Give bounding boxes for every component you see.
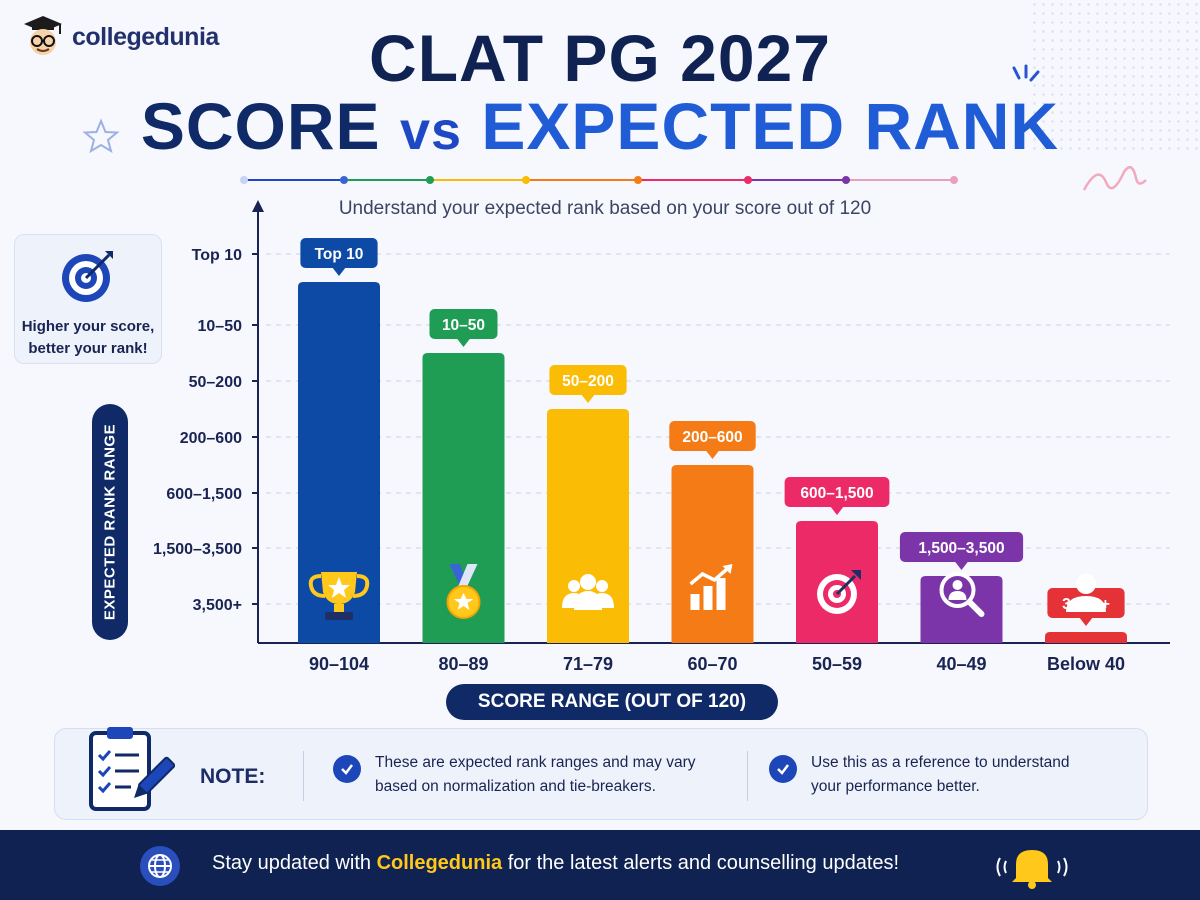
trophy-icon [308,572,370,620]
footer-text-before: Stay updated with [212,852,377,874]
bar-value-label: 10–50 [429,309,498,347]
mascot-icon [24,16,62,55]
group-icon [562,574,614,610]
page-title: CLAT PG 2027 [369,21,831,95]
title-vs: vs [399,101,463,161]
x-tick-label: 71–79 [563,654,613,674]
growth-chart-icon [689,564,733,610]
target-icon [817,570,861,614]
footer-banner: Stay updated with Collegedunia for the l… [0,830,1200,900]
y-axis-arrow [252,200,264,212]
check-icon [769,755,797,783]
hint-line2: better your rank! [28,340,148,357]
title-score: SCORE [140,89,381,163]
page-title-line2: SCORE vs EXPECTED RANK [0,88,1200,164]
check-icon [333,755,361,783]
note-item-1: These are expected rank ranges and may v… [333,751,696,799]
spark-icon [1012,64,1040,82]
y-axis-title-text: EXPECTED RANK RANGE [101,423,119,621]
y-tick-label: 3,500+ [193,597,242,614]
bar-value-label: Top 10 [300,238,378,276]
medal-icon [446,564,481,619]
y-tick-label: 600–1,500 [166,486,242,503]
note-label: NOTE: [200,765,266,788]
bar [671,465,754,643]
target-icon [62,251,113,302]
x-tick-label: 90–104 [309,654,369,674]
brand-name: collegedunia [72,22,219,51]
svg-text:1,500–3,500: 1,500–3,500 [918,540,1004,557]
brand-logo[interactable]: collegedunia [22,14,219,60]
y-tick-label: 50–200 [189,374,242,391]
note-item-1-line1: These are expected rank ranges and may v… [375,754,696,771]
x-tick-label: 80–89 [438,654,488,674]
note-panel: NOTE: These are expected rank ranges and… [54,727,1148,820]
y-tick-label: 10–50 [198,318,243,335]
note-item-2-line2: your performance better. [811,778,980,795]
bar-value-label: 200–600 [669,421,756,459]
note-separator [747,751,748,801]
x-axis-title: SCORE RANGE (OUT OF 120) [446,684,778,720]
note-item-2-line1: Use this as a reference to understand [811,754,1070,771]
bell-icon[interactable] [992,844,1072,890]
globe-icon [140,846,180,886]
note-separator [303,751,304,801]
title-expected-rank: EXPECTED RANK [481,89,1060,163]
svg-text:200–600: 200–600 [682,429,742,446]
chart-subtitle: Understand your expected rank based on y… [338,198,872,219]
clipboard-icon [89,727,175,811]
note-item-2: Use this as a reference to understand yo… [769,751,1069,799]
color-divider [240,176,958,184]
bar [298,282,380,643]
svg-text:10–50: 10–50 [442,317,485,334]
y-tick-label: Top 10 [192,247,242,264]
footer-text: Stay updated with Collegedunia for the l… [212,852,899,875]
footer-text-after: for the latest alerts and counselling up… [502,852,900,874]
score-rank-chart: Top 10 10–50 50–200 200–600 600–1,500 1,500–3… [153,200,1170,674]
note-item-1-line2: based on normalization and tie-breakers. [375,778,656,795]
y-tick-label: 1,500–3,500 [153,541,242,558]
squiggle-icon [1082,165,1147,191]
x-tick-label: Below 40 [1047,654,1125,674]
footer-brand-link[interactable]: Collegedunia [376,852,503,874]
bar [547,409,629,643]
svg-text:50–200: 50–200 [562,373,614,390]
svg-text:600–1,500: 600–1,500 [800,485,873,502]
x-tick-label: 40–49 [936,654,986,674]
x-tick-label: 50–59 [812,654,862,674]
bar-value-label: 600–1,500 [784,477,890,515]
bar [1045,632,1127,643]
x-tick-label: 60–70 [687,654,737,674]
search-user-icon [939,572,985,617]
user-icon [1066,574,1106,612]
star-icon [82,118,120,154]
bar [422,353,505,643]
y-tick-label: 200–600 [180,430,242,447]
y-axis-title: EXPECTED RANK RANGE [92,404,128,640]
hint-line1: Higher your score, [21,318,155,335]
bar-value-label: 1,500–3,500 [899,532,1024,570]
svg-text:Top 10: Top 10 [315,246,364,263]
dot-pattern [1030,0,1200,150]
hint-card: Higher your score, better your rank! [14,234,162,364]
bar-value-label: 50–200 [549,365,627,403]
